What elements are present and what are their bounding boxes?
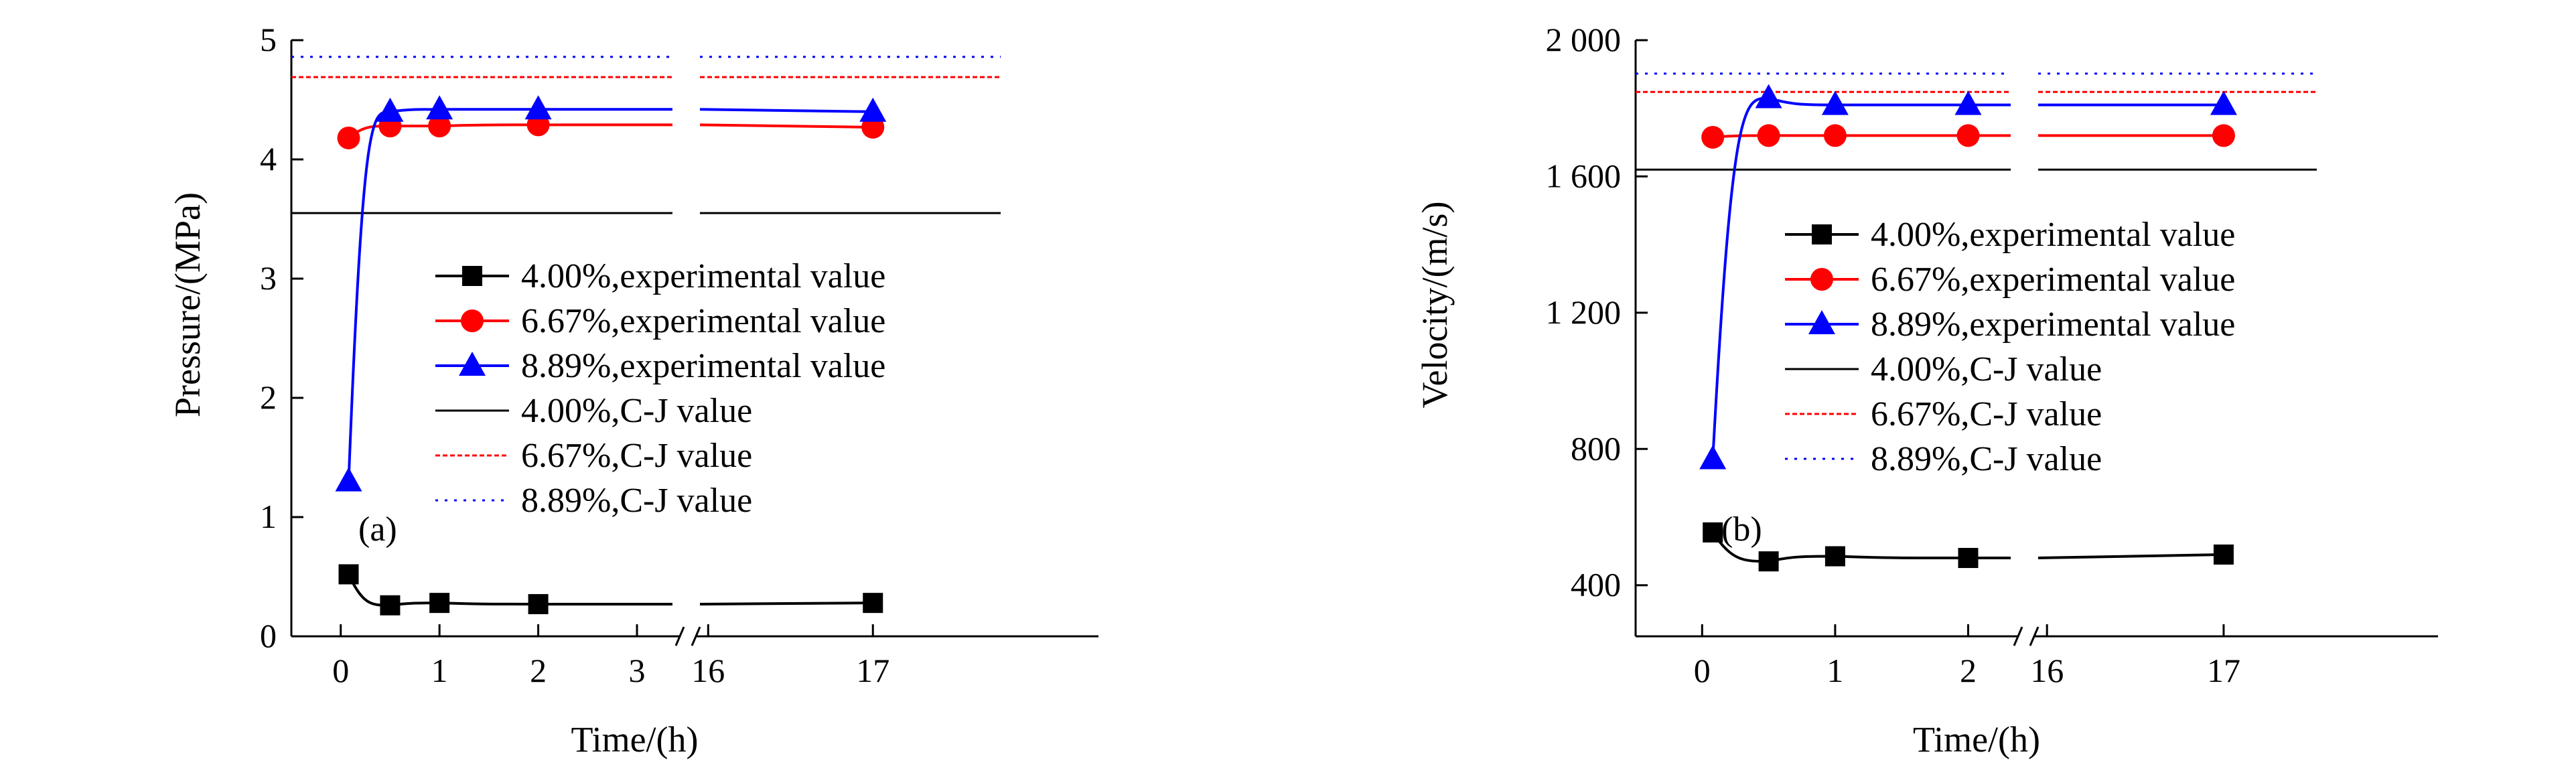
legend-marker <box>1812 224 1832 244</box>
legend-label: 8.89%,C-J value <box>1871 440 2102 478</box>
series-line-1 <box>699 123 873 129</box>
legend-marker <box>459 352 486 376</box>
axis-break-mark <box>2029 626 2040 646</box>
data-point-series-1 <box>1757 124 1780 147</box>
velocity-chart: 400 800 1 200 1 600 2 000 0 1 2 16 17 Time/(h) Velo… <box>1415 21 2438 760</box>
legend-label: 8.89%,experimental value <box>1871 305 2235 344</box>
y-tick-label: 4 <box>260 140 277 177</box>
y-tick-label: 0 <box>260 617 277 654</box>
axis-break-mark <box>674 626 685 646</box>
x-tick-label: 1 <box>1827 652 1843 689</box>
axis-break-mark <box>2013 626 2023 646</box>
x-tick-label: 2 <box>1960 652 1977 689</box>
panel-label: (a) <box>358 510 397 549</box>
y-tick-label: 1 200 <box>1546 293 1622 331</box>
x-tick-label: 1 <box>431 652 448 689</box>
data-point-series-0 <box>338 564 359 585</box>
data-point-series-2 <box>376 97 404 122</box>
x-tick-label: 0 <box>332 652 349 689</box>
x-tick-label: 16 <box>2030 652 2064 689</box>
data-point-series-2 <box>1699 445 1727 470</box>
data-point-series-1 <box>428 115 451 138</box>
data-point-series-0 <box>1824 546 1845 567</box>
legend-label: 6.67%,C-J value <box>521 437 752 475</box>
data-point-series-2 <box>1954 90 1982 115</box>
y-tick-label: 2 <box>260 378 277 416</box>
data-point-series-1 <box>1823 124 1847 147</box>
panel-label: (b) <box>1721 510 1762 549</box>
y-tick-label: 400 <box>1571 566 1621 603</box>
data-point-series-1 <box>1701 125 1725 149</box>
x-tick-label: 2 <box>530 652 547 689</box>
data-point-series-2 <box>859 97 887 122</box>
pressure-chart: 0 1 2 3 4 5 0 1 2 3 16 17 Time/(h) Pressure/(MPa) 4.00… <box>167 21 1098 760</box>
legend-label: 6.67%,C-J value <box>1871 395 2102 433</box>
legend-label: 8.89%,C-J value <box>521 482 752 520</box>
legend-label: 4.00%,experimental value <box>1871 216 2235 254</box>
legend-marker <box>462 266 482 286</box>
data-point-series-0 <box>2213 544 2234 565</box>
series-line-0 <box>2037 553 2224 560</box>
legend-label: 4.00%,experimental value <box>521 257 885 295</box>
data-point-series-2 <box>1755 84 1782 109</box>
x-tick-label: 3 <box>629 652 646 689</box>
x-axis-label: Time/(h) <box>571 719 698 760</box>
data-point-series-2 <box>335 467 362 492</box>
x-tick-label: 16 <box>691 652 725 689</box>
y-tick-label: 2 000 <box>1546 21 1622 58</box>
legend-marker <box>461 309 484 332</box>
data-point-series-0 <box>380 595 401 616</box>
data-point-series-2 <box>524 95 552 120</box>
x-tick-label: 0 <box>1694 652 1711 689</box>
series-line-0 <box>1711 531 2011 563</box>
x-tick-label: 17 <box>2207 652 2240 689</box>
data-point-series-0 <box>528 593 549 614</box>
y-tick-label: 800 <box>1571 429 1621 467</box>
series-line-1 <box>1713 134 2011 139</box>
data-point-series-0 <box>863 593 883 614</box>
data-point-series-0 <box>1758 551 1779 572</box>
axis-break-mark <box>691 626 701 646</box>
legend-label: 4.00%,C-J value <box>521 392 752 430</box>
y-axis-label: Velocity/(m/s) <box>1415 202 1455 409</box>
legend-label: 6.67%,experimental value <box>521 302 885 340</box>
data-point-series-0 <box>1958 548 1979 569</box>
y-tick-label: 1 <box>260 498 277 535</box>
data-point-series-0 <box>1703 522 1723 543</box>
y-tick-label: 5 <box>260 21 277 58</box>
data-point-series-1 <box>337 126 360 149</box>
legend-label: 6.67%,experimental value <box>1871 261 2235 299</box>
legend-label: 4.00%,C-J value <box>1871 350 2102 388</box>
data-point-series-1 <box>1956 124 1980 147</box>
data-point-series-2 <box>1821 90 1849 115</box>
series-line-2 <box>699 108 873 113</box>
series-line-1 <box>348 123 672 139</box>
x-axis-label: Time/(h) <box>1913 719 2040 760</box>
y-axis-label: Pressure/(MPa) <box>167 192 208 417</box>
data-point-series-1 <box>2212 124 2235 147</box>
series-line-0 <box>347 573 672 607</box>
legend-marker <box>1810 268 1833 291</box>
data-point-series-2 <box>2210 90 2237 115</box>
x-tick-label: 17 <box>856 652 889 689</box>
y-tick-label: 3 <box>260 259 277 297</box>
series-line-0 <box>699 601 873 606</box>
data-point-series-2 <box>426 95 453 120</box>
y-tick-label: 1 600 <box>1546 157 1622 194</box>
legend-marker <box>1808 310 1835 334</box>
data-point-series-0 <box>429 593 450 614</box>
legend-label: 8.89%,experimental value <box>521 347 885 385</box>
